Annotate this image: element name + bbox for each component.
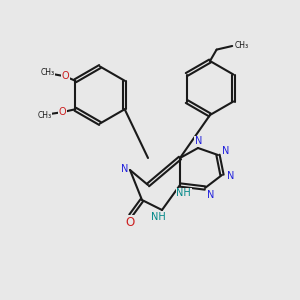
Text: O: O <box>61 71 69 81</box>
Text: CH₃: CH₃ <box>41 68 55 77</box>
Text: N: N <box>121 164 128 174</box>
Text: CH₃: CH₃ <box>38 111 52 120</box>
Text: N: N <box>195 136 202 146</box>
Text: N: N <box>207 190 214 200</box>
Text: NH: NH <box>176 188 191 198</box>
Text: NH: NH <box>151 212 166 222</box>
Text: N: N <box>222 146 229 156</box>
Text: O: O <box>125 216 135 229</box>
Text: O: O <box>58 107 66 117</box>
Text: CH₃: CH₃ <box>235 41 249 50</box>
Text: N: N <box>227 171 234 181</box>
